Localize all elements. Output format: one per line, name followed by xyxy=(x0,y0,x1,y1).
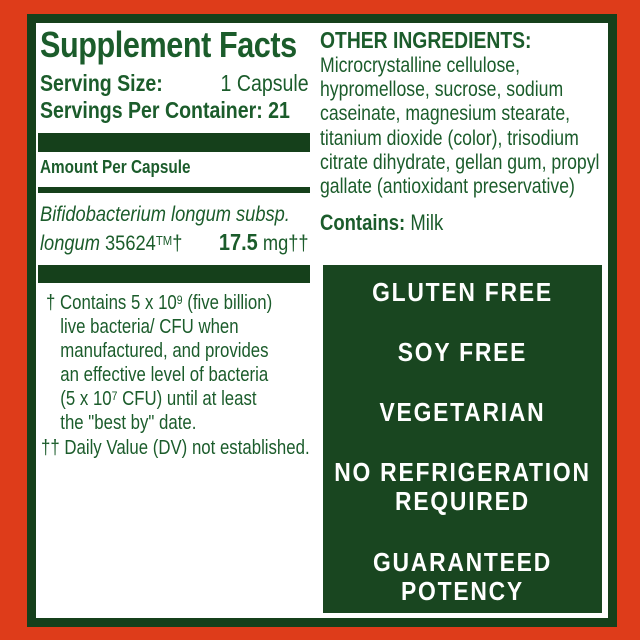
ingredient-amount-row: longum 35624TM† 17.5 mg†† xyxy=(40,229,309,256)
amount-unit: mg†† xyxy=(257,231,309,255)
other-ingredients-line: Microcrystalline cellulose, xyxy=(320,54,520,77)
footnote-line: manufactured, and provides xyxy=(60,340,269,362)
footnote-daily-value: †† Daily Value (DV) not established. xyxy=(41,437,310,459)
amount-per-capsule-header: Amount Per Capsule xyxy=(40,157,191,177)
ingredient-name-italic: longum xyxy=(40,231,100,255)
divider-bar-thick-bottom xyxy=(38,265,310,283)
ingredient-name-line2: longum 35624TM† xyxy=(40,231,182,256)
divider-bar-thick-top xyxy=(38,133,310,152)
footnote-line: live bacteria/ CFU when xyxy=(60,316,239,338)
footnote-line: (5 x 107 CFU) until at least xyxy=(60,388,257,410)
label-panel: Supplement Facts Serving Size: 1 Capsule… xyxy=(27,14,617,627)
other-ingredients-line: citrate dihydrate, gellan gum, propyl xyxy=(320,150,600,174)
divider-rule-thin xyxy=(38,187,310,193)
other-ingredients-line: gallate (antioxidant preservative) xyxy=(320,175,575,199)
ingredient-amount: 17.5 mg†† xyxy=(219,229,309,256)
contains-value: Milk xyxy=(405,210,444,235)
claim-vegetarian: VEGETARIAN xyxy=(379,397,546,428)
other-ingredients-list: Microcrystalline cellulose, hypromellose… xyxy=(320,54,640,199)
claim-no-refrigeration: NO REFRIGERATION REQUIRED xyxy=(334,457,591,517)
supplement-facts-title: Supplement Facts xyxy=(40,24,297,65)
other-ingredients-line: titanium dioxide (color), trisodium xyxy=(320,126,579,150)
footnote-line: the "best by" date. xyxy=(60,412,197,434)
claim-gluten-free: GLUTEN FREE xyxy=(372,277,553,307)
serving-size-value: 1 Capsule xyxy=(220,70,309,96)
claim-guaranteed-potency: GUARANTEED POTENCY xyxy=(372,546,552,606)
amount-value: 17.5 xyxy=(218,229,258,255)
serving-size-label: Serving Size: xyxy=(40,70,163,96)
footnote-line: an effective level of bacteria xyxy=(60,364,269,386)
ingredient-name-line1: Bifidobacterium longum subsp. xyxy=(40,202,290,226)
serving-size-row: Serving Size: 1 Capsule xyxy=(40,70,309,97)
other-ingredients-line: caseinate, magnesium stearate, xyxy=(320,102,571,126)
servings-per-container: Servings Per Container: 21 xyxy=(40,97,290,123)
claims-box: GLUTEN FREE SOY FREE VEGETARIAN NO REFRI… xyxy=(323,265,602,613)
claim-soy-free: SOY FREE xyxy=(397,337,528,368)
other-ingredients-line: hypromellose, sucrose, sodium xyxy=(320,78,564,102)
footnote-line: † Contains 5 x 109 (five billion) xyxy=(46,292,273,314)
contains-label: Contains: xyxy=(320,210,406,235)
ingredient-strain-number: 35624TM† xyxy=(99,231,183,255)
contains-statement: Contains: Milk xyxy=(320,210,443,236)
other-ingredients-header: OTHER INGREDIENTS: xyxy=(320,27,532,53)
footnote-contains: † Contains 5 x 109 (five billion) live b… xyxy=(46,291,315,435)
